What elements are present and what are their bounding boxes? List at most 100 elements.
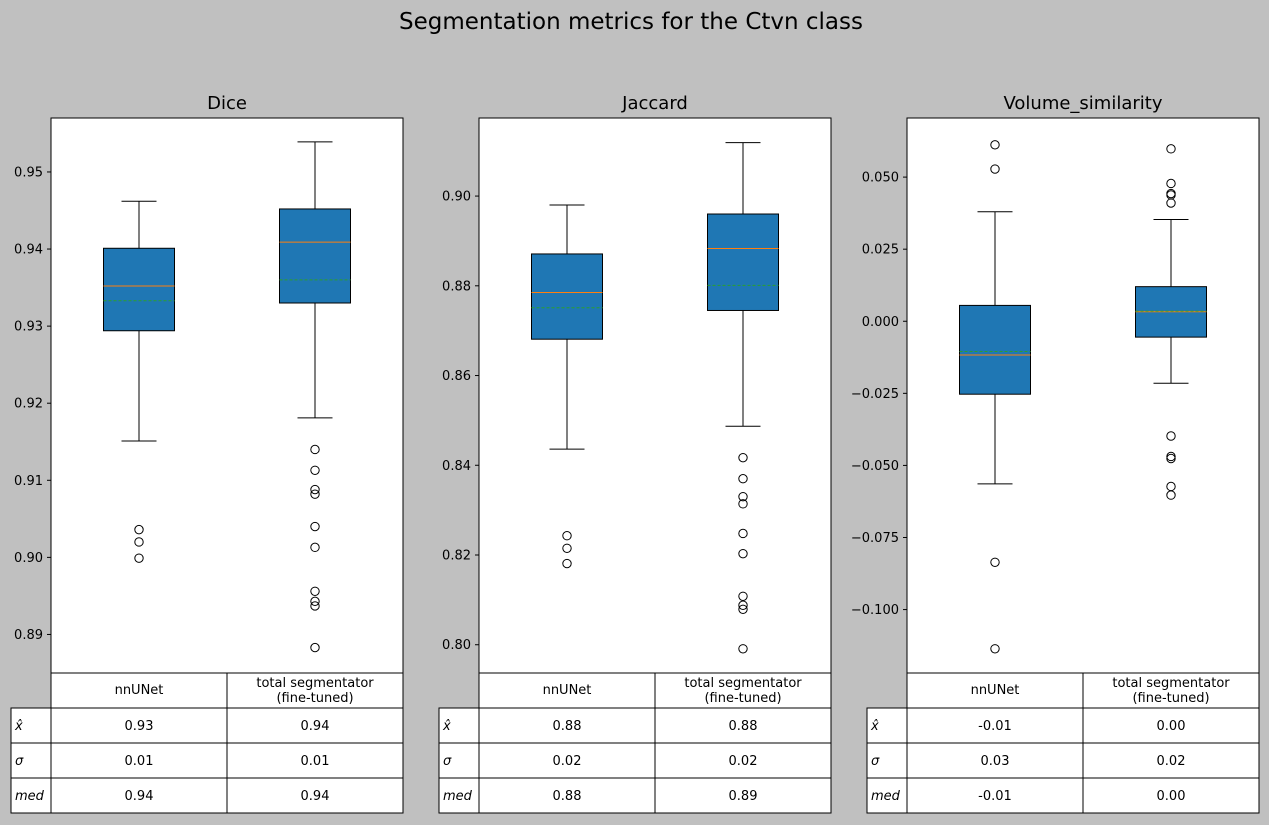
y-tick-label: −0.050 bbox=[851, 459, 899, 474]
plot-area bbox=[479, 118, 831, 673]
outlier-point bbox=[310, 489, 320, 499]
table-row-label: x̂ bbox=[870, 719, 879, 734]
panel-title: Volume_similarity bbox=[1003, 93, 1162, 114]
table-column-header: total segmentator (fine-tuned) bbox=[684, 676, 802, 706]
table-row-label: med bbox=[871, 789, 901, 804]
outlier-point bbox=[310, 642, 320, 653]
table-cell-value: 0.88 bbox=[553, 719, 582, 734]
panel-title: Jaccard bbox=[621, 93, 688, 114]
outlier-point bbox=[738, 499, 748, 509]
outlier-point bbox=[738, 548, 748, 559]
box bbox=[279, 208, 351, 304]
outlier-point bbox=[310, 542, 320, 553]
table-cell bbox=[50, 777, 228, 814]
table-cell bbox=[654, 742, 832, 779]
outlier-point bbox=[310, 484, 320, 495]
y-tick-label: 0.90 bbox=[14, 551, 43, 566]
table-cell-value: 0.01 bbox=[301, 754, 330, 769]
box bbox=[531, 253, 603, 340]
table-cell-value: 0.00 bbox=[1157, 789, 1186, 804]
table-row-label: σ bbox=[443, 754, 452, 769]
table-cell bbox=[906, 777, 1084, 814]
outlier-point bbox=[990, 164, 1000, 174]
plot-panel-1: Dice 0.89 0.90 0.91 0.92 0.93 0.94 0.95 nnUNet to… bbox=[10, 93, 404, 814]
box-series-1 bbox=[103, 200, 175, 563]
table-cell-value: 0.93 bbox=[125, 719, 154, 734]
outlier-point bbox=[310, 444, 320, 455]
table-header-cell bbox=[906, 672, 1084, 709]
outlier-point bbox=[738, 591, 748, 601]
table-cell bbox=[478, 707, 656, 744]
outlier-point bbox=[134, 553, 144, 563]
table-cell bbox=[654, 707, 832, 744]
table-row-label-cell bbox=[10, 777, 52, 814]
outlier-point bbox=[310, 596, 320, 607]
table-cell bbox=[654, 777, 832, 814]
y-tick-label: 0.86 bbox=[442, 369, 471, 384]
stats-table: nnUNet total segmentator (fine-tuned) x̂ 0.9… bbox=[10, 672, 404, 814]
outlier-point bbox=[562, 543, 572, 553]
table-cell-value: 0.02 bbox=[729, 754, 758, 769]
stats-table: nnUNet total segmentator (fine-tuned) x̂ -0.… bbox=[866, 672, 1260, 814]
table-cell-value: 0.00 bbox=[1157, 719, 1186, 734]
outlier-point bbox=[1166, 144, 1176, 154]
outlier-point bbox=[738, 528, 748, 539]
table-cell bbox=[50, 742, 228, 779]
plot-panel-3: Volume_similarity −0.100 −0.075 −0.050 −0.02… bbox=[851, 93, 1260, 814]
plot-panel-2: Jaccard 0.80 0.82 0.84 0.86 0.88 0.90 nnUNet tot… bbox=[438, 93, 832, 814]
box-series-2 bbox=[707, 142, 779, 654]
table-cell-value: 0.02 bbox=[553, 754, 582, 769]
box bbox=[959, 304, 1031, 395]
box bbox=[707, 213, 779, 311]
panel-title: Dice bbox=[207, 93, 247, 114]
outlier-point bbox=[1166, 198, 1176, 208]
y-tick-label: 0.88 bbox=[442, 279, 471, 294]
y-tick-label: 0.82 bbox=[442, 549, 471, 564]
table-cell-value: -0.01 bbox=[978, 719, 1012, 734]
outlier-point bbox=[310, 601, 320, 611]
y-tick-label: −0.025 bbox=[851, 387, 899, 402]
table-row-label-cell bbox=[438, 777, 480, 814]
plot-area bbox=[907, 118, 1259, 673]
table-cell bbox=[226, 707, 404, 744]
table-cell-value: 0.94 bbox=[301, 789, 330, 804]
table-row-label: med bbox=[443, 789, 473, 804]
table-cell-value: 0.03 bbox=[981, 754, 1010, 769]
table-header-cell bbox=[226, 672, 404, 709]
box-series-1 bbox=[531, 204, 603, 569]
table-cell bbox=[478, 777, 656, 814]
table-column-header: total segmentator (fine-tuned) bbox=[1112, 676, 1230, 706]
table-cell-value: 0.94 bbox=[125, 789, 154, 804]
y-tick-label: 0.84 bbox=[442, 459, 471, 474]
y-tick-label: 0.91 bbox=[14, 474, 43, 489]
table-column-header: nnUNet bbox=[971, 683, 1020, 698]
y-tick-label: −0.100 bbox=[851, 603, 899, 618]
y-tick-label: 0.93 bbox=[14, 320, 43, 335]
table-cell bbox=[1082, 777, 1260, 814]
y-tick-label: 0.92 bbox=[14, 397, 43, 412]
table-row-label: σ bbox=[871, 754, 880, 769]
table-row-label-cell bbox=[10, 742, 52, 779]
box-series-2 bbox=[279, 141, 351, 653]
table-cell bbox=[50, 707, 228, 744]
table-cell bbox=[226, 777, 404, 814]
table-header-cell bbox=[50, 672, 228, 709]
table-column-header: nnUNet bbox=[543, 683, 592, 698]
table-row-label-cell bbox=[866, 707, 908, 744]
table-column-header: total segmentator (fine-tuned) bbox=[256, 676, 374, 706]
table-row-label: x̂ bbox=[14, 719, 23, 734]
outlier-point bbox=[990, 140, 1000, 150]
box-series-2 bbox=[1135, 144, 1207, 500]
table-cell-value: 0.01 bbox=[125, 754, 154, 769]
outlier-point bbox=[738, 604, 748, 614]
y-tick-label: 0.025 bbox=[862, 243, 899, 258]
y-tick-label: 0.050 bbox=[862, 171, 899, 186]
plot-area bbox=[51, 118, 403, 673]
table-header-cell bbox=[654, 672, 832, 709]
box-series-1 bbox=[959, 140, 1031, 654]
outlier-point bbox=[1166, 431, 1176, 441]
table-cell-value: 0.02 bbox=[1157, 754, 1186, 769]
outlier-point bbox=[738, 600, 748, 610]
outlier-point bbox=[1166, 453, 1176, 464]
